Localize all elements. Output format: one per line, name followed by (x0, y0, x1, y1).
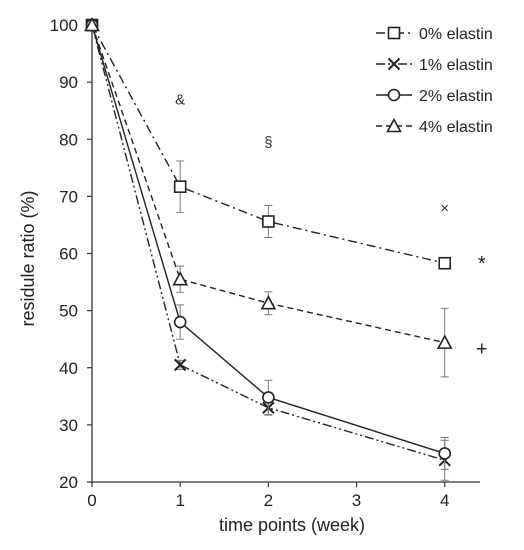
legend-marker (387, 57, 401, 71)
annotation-mark: § (264, 134, 272, 151)
legend-label: 0% elastin (419, 26, 493, 43)
y-tick-label: 50 (59, 302, 78, 321)
data-point-4-elastin (260, 295, 277, 310)
y-tick-label: 100 (50, 16, 78, 35)
data-point-0-elastin (262, 215, 275, 228)
x-tick-label: 3 (352, 491, 361, 510)
data-point-2-elastin (173, 315, 187, 329)
legend-label: 4% elastin (419, 119, 493, 136)
series-line-4-elastin (91, 24, 445, 344)
data-point-0-elastin (173, 180, 187, 193)
data-point-1-elastin-stroke-b (173, 358, 187, 372)
series-0-elastin (85, 18, 452, 270)
legend-marker (387, 88, 401, 102)
data-point-0-elastin (438, 256, 452, 270)
annotations: & § × * + (175, 91, 487, 360)
data-point-1-elastin (173, 358, 187, 372)
legend-marker (386, 117, 402, 133)
y-tick-label: 70 (59, 187, 78, 206)
series-line-1-elastin (91, 24, 445, 461)
legend-marker (387, 26, 401, 40)
legend: 0% elastin 1% elastin 2% elastin 4% elastin (376, 26, 493, 136)
axes: 20 30 40 50 60 70 80 90 100 0 1 2 3 4 time points (wee… (18, 16, 480, 535)
data-point-4-elastin (172, 271, 189, 286)
x-tick-label: 1 (175, 491, 184, 510)
series-2-elastin (85, 18, 452, 470)
legend-marker-stroke-b (387, 57, 401, 71)
data-point-4-elastin (84, 16, 100, 32)
annotation-mark: + (476, 339, 488, 361)
x-axis-title: time points (week) (219, 515, 365, 535)
data-point-4-elastin (436, 334, 453, 349)
legend-item-0-elastin: 0% elastin (376, 26, 493, 43)
legend-label: 2% elastin (419, 88, 493, 105)
legend-label: 1% elastin (419, 57, 493, 74)
series-4-elastin (84, 16, 453, 378)
legend-item-1-elastin: 1% elastin (376, 57, 493, 74)
y-tick-label: 80 (59, 130, 78, 149)
y-tick-label: 20 (59, 473, 78, 492)
x-tick-label: 2 (264, 491, 273, 510)
y-tick-label: 30 (59, 416, 78, 435)
series-line-0-elastin (91, 24, 445, 264)
legend-item-2-elastin: 2% elastin (376, 88, 493, 105)
annotation-mark: * (478, 253, 486, 275)
series-layer (84, 16, 453, 481)
y-axis-title: residule ratio (%) (18, 190, 38, 326)
annotation-mark: × (440, 200, 449, 217)
x-tick-label: 4 (440, 491, 449, 510)
data-point-2-elastin (262, 391, 275, 404)
data-point-2-elastin (438, 447, 452, 460)
legend-item-4-elastin: 4% elastin (376, 117, 493, 136)
annotation-mark: & (175, 91, 185, 108)
y-tick-label: 60 (59, 245, 78, 264)
y-tick-label: 90 (59, 73, 78, 92)
series-line-2-elastin (91, 24, 445, 455)
y-tick-label: 40 (59, 359, 78, 378)
x-tick-label: 0 (87, 491, 96, 510)
